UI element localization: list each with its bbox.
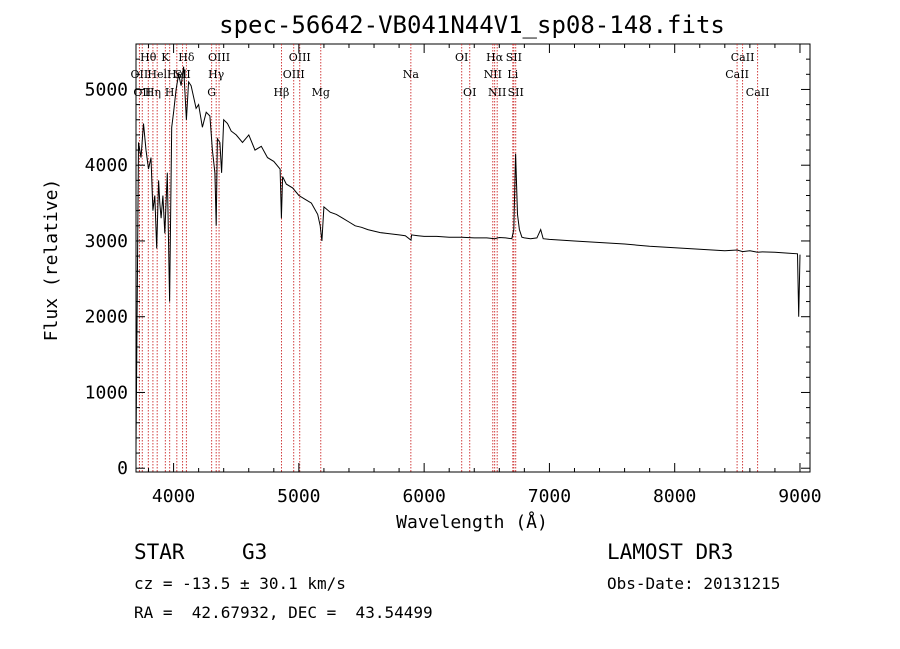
x-tick-label-0: 4000 [152,486,195,507]
line-label-26: CaII [725,68,749,81]
line-label-9: Hδ [178,51,195,64]
emission-line-markers [138,44,759,472]
line-label-27: CaII [731,51,755,64]
y-tick-label-5: 5000 [85,79,128,100]
x-axis-ticks: 4000 5000 6000 7000 8000 9000 [148,44,822,507]
y-tick-label-1: 1000 [85,382,128,403]
chart-title: spec-56642-VB041N44V1_sp08-148.fits [219,11,725,39]
x-tick-label-3: 7000 [528,486,571,507]
line-label-3: Hη [145,86,161,99]
line-label-20: NII [484,68,502,81]
emission-line-labels: OIIOIIHθHηHelKHHelSIIHδGHγOIIIHβOIIIOIII… [131,51,770,99]
line-label-5: K [161,51,170,64]
redshift-velocity: cz = -13.5 ± 30.1 km/s [134,574,346,593]
line-label-22: NII [488,86,506,99]
object-subclass: G3 [242,540,268,564]
line-label-2: Hθ [140,51,157,64]
line-label-10: G [207,86,216,99]
x-tick-label-1: 5000 [277,486,320,507]
observation-date: Obs-Date: 20131215 [607,574,781,593]
x-tick-label-5: 9000 [778,486,821,507]
x-tick-label-2: 6000 [402,486,445,507]
line-label-18: OI [455,51,468,64]
line-label-14: OIII [283,68,305,81]
y-tick-label-4: 4000 [85,155,128,176]
line-label-13: Hβ [273,86,289,99]
y-axis-label: Flux (relative) [41,179,62,342]
line-label-11: Hγ [208,68,225,81]
line-label-16: Mg [312,86,330,99]
object-class: STAR [134,540,185,564]
line-label-6: H [165,86,175,99]
line-label-12: OIII [208,51,230,64]
line-label-28: CaII [746,86,770,99]
x-tick-label-4: 8000 [653,486,696,507]
line-label-15: OIII [289,51,311,64]
spectrum-line [135,66,801,450]
line-label-19: OI [463,86,476,99]
survey-name: LAMOST DR3 [607,540,734,564]
line-label-25: SII [508,86,524,99]
y-tick-label-2: 2000 [85,307,128,328]
y-tick-label-3: 3000 [85,231,128,252]
y-tick-label-0: 0 [117,458,128,479]
x-axis-label: Wavelength (Å) [396,511,548,533]
line-label-24: SII [506,51,522,64]
line-label-23: Li [507,68,518,81]
coordinates: RA = 42.67932, DEC = 43.54499 [134,603,433,622]
line-label-4: Hel [147,68,167,81]
line-label-21: Hα [486,51,504,64]
y-axis-ticks: 0 1000 2000 3000 4000 5000 [85,58,810,479]
plot-frame [135,43,811,473]
line-label-17: Na [403,68,420,81]
